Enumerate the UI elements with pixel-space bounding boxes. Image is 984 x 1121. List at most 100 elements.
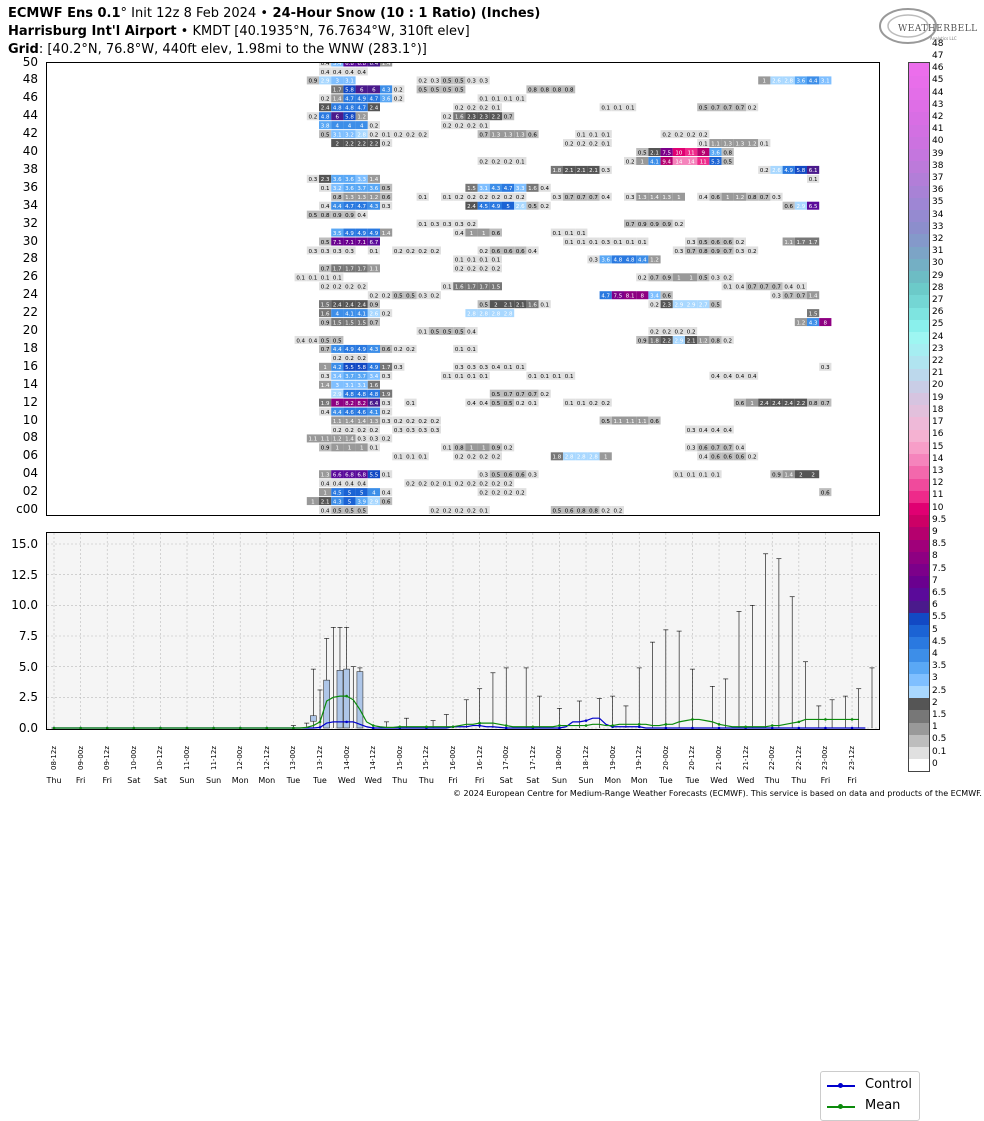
plume-cell-label: 6.4: [370, 401, 379, 407]
plume-cell: [367, 63, 380, 67]
plume-cell: [367, 237, 380, 246]
plume-cell-label: 2: [799, 473, 803, 479]
plume-cell: [746, 192, 759, 201]
plume-cell: [367, 85, 380, 94]
plume-cell-label: 4.8: [614, 258, 623, 264]
plume-cell-label: 4.4: [333, 204, 342, 210]
plume-cell-label: 0.3: [711, 276, 720, 282]
colorbar-swatch: [909, 465, 929, 479]
plume-cell-label: 3.2: [345, 132, 354, 138]
plume-cell: [709, 273, 722, 282]
plume-cell: [331, 246, 344, 255]
plume-cell: [697, 156, 710, 165]
series-point: [797, 720, 801, 724]
plume-cell: [380, 362, 393, 371]
plume-cell: [599, 416, 612, 425]
plume-cell: [453, 327, 466, 336]
plume-cell: [294, 273, 307, 282]
colorbar-label: 3.5: [932, 661, 947, 672]
plume-cell-label: 0.2: [540, 392, 549, 398]
x-tick-label: 16-00z: [449, 745, 458, 770]
plume-cell-label: 1.7: [382, 365, 391, 371]
plume-cell: [453, 282, 466, 291]
plume-cell: [648, 335, 661, 344]
plume-cell-label: 2.4: [345, 302, 354, 308]
plume-cell: [550, 452, 563, 461]
plume-cell: [367, 103, 380, 112]
plume-cell-label: 0.9: [309, 79, 318, 85]
colorbar-label: 38: [932, 160, 944, 171]
plume-cell-label: 4.9: [784, 168, 793, 174]
day-label: Sat: [526, 776, 540, 785]
plume-cell: [343, 506, 356, 515]
plume-cell-label: 2.4: [467, 204, 476, 210]
series-point: [345, 720, 348, 724]
timeseries-y-label: 5.0: [18, 659, 38, 674]
plume-cell-label: 3.6: [601, 258, 610, 264]
plume-cell-label: 0.1: [675, 473, 684, 479]
plume-cell: [807, 76, 820, 85]
plume-cell-label: 1.4: [345, 419, 354, 425]
plume-cell: [477, 470, 490, 479]
plume-cell: [319, 380, 332, 389]
plume-cell-label: 0.1: [565, 231, 574, 237]
series-point: [584, 719, 588, 722]
plume-cell-label: 0.1: [711, 473, 720, 479]
plume-cell-label: 4.6: [345, 410, 354, 416]
plume-cell-label: 0.1: [479, 258, 488, 264]
plume-cell-label: 0.6: [528, 132, 537, 138]
x-tick-label: 22-12z: [794, 745, 803, 770]
plume-cell-label: 0.7: [748, 285, 757, 291]
plume-cell: [441, 371, 454, 380]
plume-cell-label: 0.2: [492, 267, 501, 273]
plume-cell-label: 0.8: [577, 508, 586, 514]
plume-cell: [331, 398, 344, 407]
plume-cell: [367, 425, 380, 434]
plume-cell: [380, 407, 393, 416]
plume-cell: [306, 335, 319, 344]
plume-cell: [782, 470, 795, 479]
plume-cell: [355, 210, 368, 219]
plume-cell-label: 0.3: [479, 79, 488, 85]
plume-cell-label: 6.6: [333, 473, 342, 479]
box: [343, 668, 350, 729]
plume-cell: [380, 63, 393, 67]
x-tick-label: 21-12z: [741, 745, 750, 770]
series-point: [637, 723, 641, 726]
plume-cell-label: 1.6: [528, 186, 537, 192]
colorbar-swatch: [909, 575, 929, 589]
plume-cell: [611, 416, 624, 425]
plume-cell: [526, 246, 539, 255]
plume-cell-label: 1.9: [321, 401, 330, 407]
colorbar-label: 40: [932, 136, 944, 147]
plume-cell-label: 1.4: [370, 177, 379, 183]
plume-cell: [428, 291, 441, 300]
plume-y-label: 48: [22, 72, 38, 87]
plume-cell-label: 0.2: [492, 159, 501, 165]
plume-cell: [331, 228, 344, 237]
plume-y-label: 24: [22, 287, 38, 302]
plume-cell-label: 1: [470, 231, 474, 237]
plume-cell-label: 1.4: [321, 383, 330, 389]
plume-cell-label: 1.2: [357, 115, 366, 121]
plume-cell: [794, 282, 807, 291]
plume-y-label: 12: [22, 394, 38, 409]
plume-cell-label: 0.3: [333, 249, 342, 255]
plume-cell-label: 2.1: [321, 499, 330, 505]
plume-cell: [733, 282, 746, 291]
plume-cell-label: 2.1: [589, 168, 598, 174]
colorbar-swatch: [909, 697, 929, 711]
plume-cell-label: 0.5: [418, 88, 427, 94]
plume-cell: [489, 398, 502, 407]
plume-cell: [721, 148, 734, 157]
plume-cell: [355, 425, 368, 434]
plume-cell: [575, 398, 588, 407]
plume-cell: [367, 470, 380, 479]
plume-cell: [587, 237, 600, 246]
plume-cell: [331, 300, 344, 309]
plume-cell: [319, 76, 332, 85]
colorbar-label: 16: [932, 429, 944, 440]
plume-cell-label: 0.3: [772, 294, 781, 300]
plume-cell-label: 2.8: [784, 79, 793, 85]
plume-cell-label: 0.2: [650, 329, 659, 335]
